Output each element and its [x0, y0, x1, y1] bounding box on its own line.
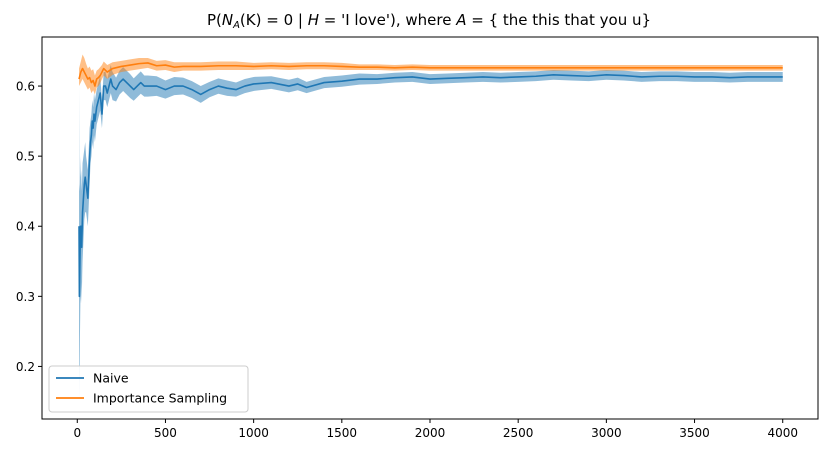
plot-area: [78, 54, 783, 402]
legend-label-naive: Naive: [93, 371, 129, 386]
x-tick-label-3500: 3500: [679, 426, 710, 440]
x-tick-label-1000: 1000: [238, 426, 269, 440]
y-tick-label-0-2: 0.2: [16, 360, 35, 374]
y-axis: 0.2 0.3 0.4 0.5 0.6: [16, 80, 42, 374]
title-k: (K) = 0 |: [240, 11, 308, 29]
y-tick-label-0-3: 0.3: [16, 290, 35, 304]
title-a: A: [455, 11, 466, 29]
chart-title: P(NA(K) = 0 | H = 'I love'), where A = {…: [207, 11, 651, 31]
title-p: P(: [207, 11, 222, 29]
legend-box: [48, 365, 249, 413]
band-naive: [79, 65, 783, 402]
legend-label-importance-sampling: Importance Sampling: [93, 391, 227, 406]
x-tick-label-2500: 2500: [503, 426, 534, 440]
title-n: N: [222, 11, 233, 29]
x-tick-label-4000: 4000: [767, 426, 798, 440]
title-eq: = 'I love'), where: [319, 11, 456, 29]
title-set: = { the this that you u}: [466, 11, 651, 29]
x-tick-label-2000: 2000: [415, 426, 446, 440]
series-line-importance-sampling: [78, 62, 783, 87]
x-tick-label-3000: 3000: [591, 426, 622, 440]
band-importance-sampling: [79, 54, 783, 95]
y-tick-label-0-4: 0.4: [16, 220, 35, 234]
legend: Naive Importance Sampling: [48, 365, 249, 413]
x-axis: 0 500 1000 1500 2000 2500 3000 3500 4000: [73, 419, 798, 440]
title-sub-a: A: [232, 20, 240, 31]
y-tick-label-0-6: 0.6: [16, 80, 35, 94]
title-h: H: [308, 11, 319, 29]
series-line-naive: [78, 74, 783, 298]
x-tick-label-500: 500: [154, 426, 177, 440]
x-tick-label-0: 0: [73, 426, 81, 440]
y-tick-label-0-5: 0.5: [16, 150, 35, 164]
x-tick-label-1500: 1500: [327, 426, 358, 440]
